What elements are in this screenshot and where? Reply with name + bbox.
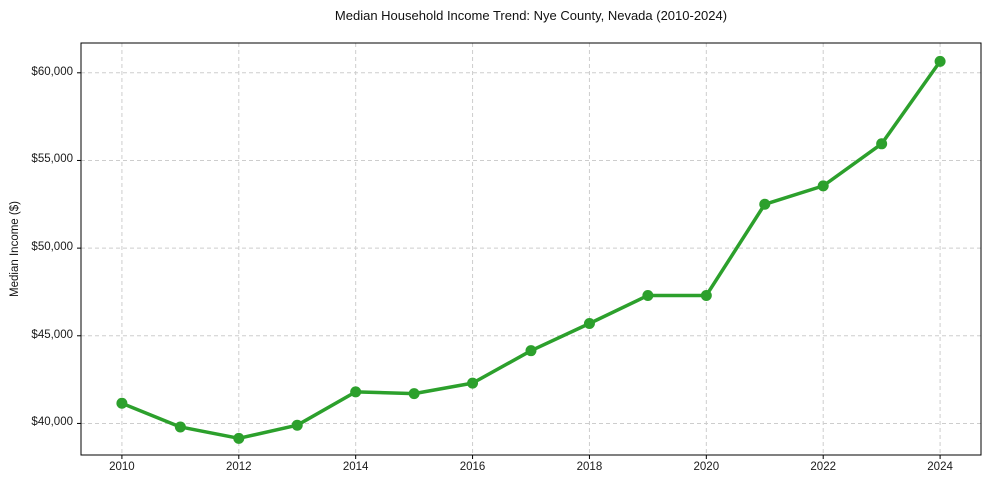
data-point-2019 xyxy=(642,289,654,301)
x-tick-label: 2018 xyxy=(576,461,603,473)
data-point-2010 xyxy=(116,397,128,409)
y-tick-label: $40,000 xyxy=(31,416,73,429)
trend-line xyxy=(120,59,942,441)
data-point-2024 xyxy=(934,55,946,67)
y-tick-label: $50,000 xyxy=(31,241,73,254)
y-tick-label: $55,000 xyxy=(31,153,73,166)
y-tick-label: $60,000 xyxy=(31,65,73,78)
plot-border xyxy=(80,42,982,456)
x-tick-label: 2016 xyxy=(459,461,486,473)
data-point-2015 xyxy=(408,388,420,400)
data-point-2013 xyxy=(291,419,303,431)
data-point-2016 xyxy=(467,377,479,389)
x-tick-label: 2022 xyxy=(810,461,836,473)
chart-title: Median Household Income Trend: Nye Count… xyxy=(334,8,728,23)
x-tick-label: 2010 xyxy=(109,461,135,473)
y-tick-label: $45,000 xyxy=(31,328,73,341)
data-point-2018 xyxy=(583,318,595,330)
x-tick-label: 2014 xyxy=(342,461,369,473)
data-point-2017 xyxy=(525,345,537,357)
data-point-2012 xyxy=(233,432,245,444)
data-point-2022 xyxy=(817,180,829,192)
x-tick-label: 2020 xyxy=(693,461,720,473)
data-point-2020 xyxy=(700,289,712,301)
data-point-2011 xyxy=(174,421,186,433)
data-point-2014 xyxy=(350,386,362,398)
data-point-2023 xyxy=(876,138,888,150)
x-tick-label: 2012 xyxy=(225,461,252,473)
data-point-2021 xyxy=(759,198,771,210)
x-tick-label: 2024 xyxy=(927,461,953,473)
